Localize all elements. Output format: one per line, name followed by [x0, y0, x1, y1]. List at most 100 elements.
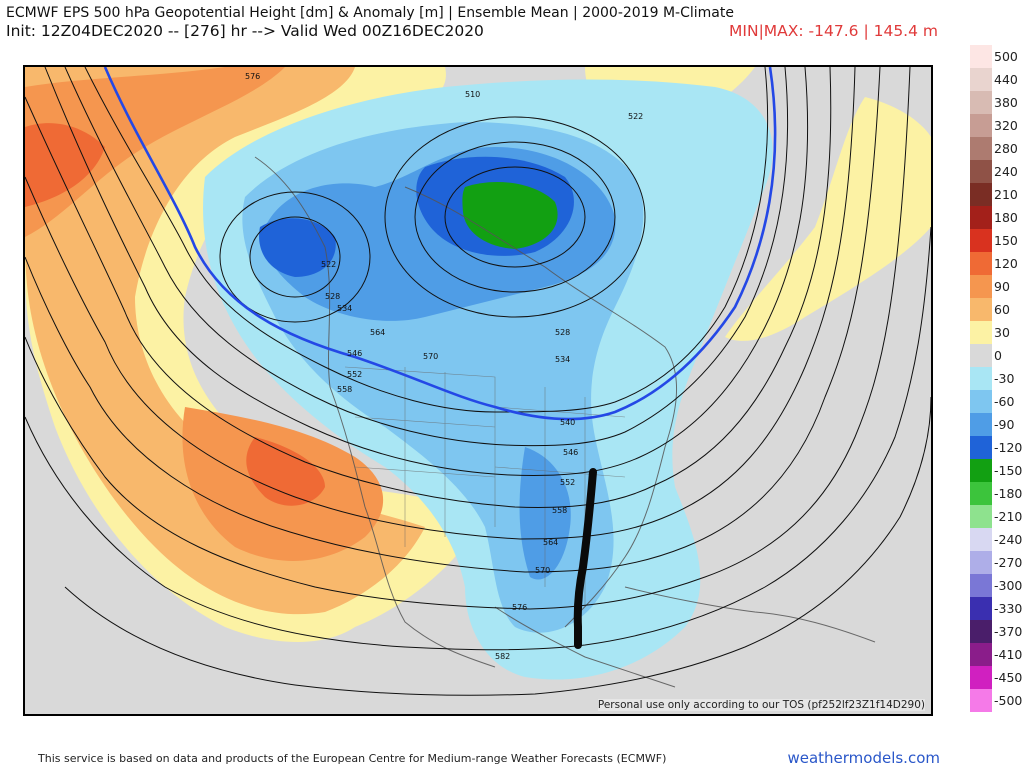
legend-label: 90 [994, 279, 1010, 294]
legend-swatch [970, 528, 992, 551]
contour-label: 582 [495, 652, 510, 661]
legend-swatch [970, 689, 992, 712]
legend-swatch [970, 91, 992, 114]
legend-row: -30 [970, 367, 1020, 390]
legend-swatch [970, 45, 992, 68]
legend-swatch [970, 206, 992, 229]
legend-row: 440 [970, 68, 1020, 91]
legend-label: 210 [994, 187, 1018, 202]
negative-anomaly-150 [462, 182, 558, 249]
contour-label: 522 [628, 112, 643, 121]
contour-label: 570 [535, 566, 550, 575]
contour-label: 510 [465, 90, 480, 99]
legend-label: -60 [994, 394, 1015, 409]
color-legend: 500 440 380 320 280 240 210 180 150 120 90 60 30 0 -30… [970, 45, 1023, 712]
legend-swatch [970, 229, 992, 252]
legend-row: -210 [970, 505, 1023, 528]
legend-row: -180 [970, 482, 1023, 505]
legend-label: -180 [994, 486, 1023, 501]
legend-swatch [970, 413, 992, 436]
legend-label: -120 [994, 440, 1023, 455]
legend-swatch [970, 137, 992, 160]
legend-row: -150 [970, 459, 1023, 482]
contour-label: 546 [563, 448, 578, 457]
thick-black-line-annotation [573, 468, 597, 649]
contour-label: 564 [370, 328, 385, 337]
legend-swatch [970, 321, 992, 344]
legend-row: 30 [970, 321, 1020, 344]
legend-label: -150 [994, 463, 1023, 478]
legend-swatch [970, 252, 992, 275]
legend-label: 440 [994, 72, 1018, 87]
legend-row: 120 [970, 252, 1020, 275]
legend-label: -500 [994, 693, 1023, 708]
contour-label: 576 [512, 603, 527, 612]
contour-label: 564 [543, 538, 558, 547]
legend-swatch [970, 597, 992, 620]
legend-label: -30 [994, 371, 1015, 386]
tos-notice: Personal use only according to our TOS (… [597, 699, 925, 711]
legend-swatch [970, 620, 992, 643]
legend-swatch [970, 183, 992, 206]
legend-label: 150 [994, 233, 1018, 248]
legend-label: -270 [994, 555, 1023, 570]
legend-swatch [970, 482, 992, 505]
legend-label: -300 [994, 578, 1023, 593]
contour-label: 570 [423, 352, 438, 361]
legend-row: -450 [970, 666, 1023, 689]
positive-anomaly-90 [25, 67, 285, 237]
legend-label: -450 [994, 670, 1023, 685]
contour-label: 576 [245, 72, 260, 81]
legend-row: 150 [970, 229, 1020, 252]
legend-swatch [970, 643, 992, 666]
contour-label: 528 [325, 292, 340, 301]
legend-row: -240 [970, 528, 1023, 551]
legend-row: 320 [970, 114, 1020, 137]
legend-label: 180 [994, 210, 1018, 225]
legend-label: 120 [994, 256, 1018, 271]
legend-swatch [970, 68, 992, 91]
legend-swatch [970, 114, 992, 137]
site-link[interactable]: weathermodels.com [787, 749, 940, 767]
contour-label: 540 [560, 418, 575, 427]
legend-label: 60 [994, 302, 1010, 317]
legend-label: -90 [994, 417, 1015, 432]
positive-anomaly-60 [25, 67, 425, 615]
legend-label: -370 [994, 624, 1023, 639]
contour-label: 528 [555, 328, 570, 337]
legend-row: 180 [970, 206, 1020, 229]
legend-label: 0 [994, 348, 1002, 363]
positive-anomaly-120 [25, 123, 105, 207]
legend-row: -270 [970, 551, 1023, 574]
legend-label: 500 [994, 49, 1018, 64]
legend-label: 380 [994, 95, 1018, 110]
legend-row: -370 [970, 620, 1023, 643]
legend-swatch [970, 367, 992, 390]
legend-label: -210 [994, 509, 1023, 524]
contour-label: 558 [552, 506, 567, 515]
legend-swatch [970, 574, 992, 597]
contour-label: 522 [321, 260, 336, 269]
map-canvas: 510 522 528 534 540 546 552 558 564 570 … [25, 67, 931, 714]
min-max-readout: MIN|MAX: -147.6 | 145.4 m [729, 22, 938, 40]
legend-swatch [970, 275, 992, 298]
legend-swatch [970, 298, 992, 321]
contour-label: 552 [347, 370, 362, 379]
coastlines [254, 156, 876, 688]
anomaly-map: 510 522 528 534 540 546 552 558 564 570 … [23, 65, 933, 716]
legend-label: -330 [994, 601, 1023, 616]
ecmwf-credit: This service is based on data and produc… [38, 752, 667, 765]
legend-row: 0 [970, 344, 1020, 367]
legend-row: 210 [970, 183, 1020, 206]
legend-row: -120 [970, 436, 1023, 459]
legend-row: 280 [970, 137, 1020, 160]
chart-title: ECMWF EPS 500 hPa Geopotential Height [d… [6, 5, 734, 21]
contour-label: 534 [555, 355, 570, 364]
legend-swatch [970, 160, 992, 183]
legend-row: 90 [970, 275, 1020, 298]
legend-label: -240 [994, 532, 1023, 547]
legend-label: -410 [994, 647, 1023, 662]
legend-swatch [970, 666, 992, 689]
contour-label: 558 [337, 385, 352, 394]
legend-row: -300 [970, 574, 1023, 597]
